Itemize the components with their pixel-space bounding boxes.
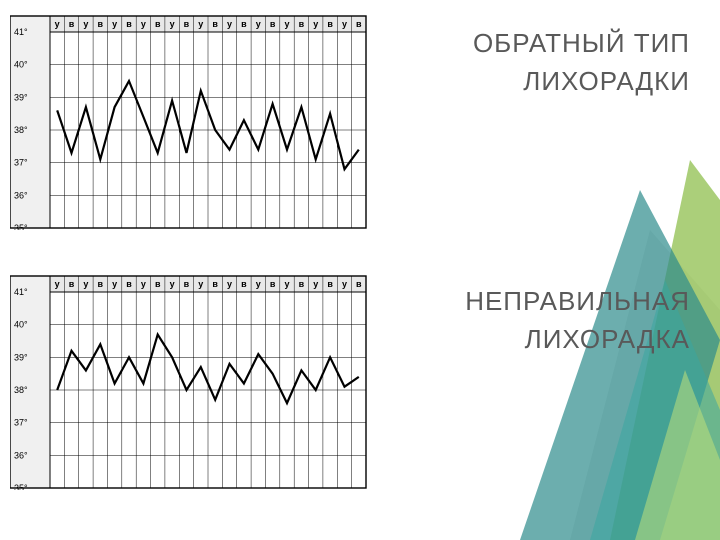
svg-text:у: у	[284, 279, 289, 289]
svg-text:у: у	[313, 279, 318, 289]
svg-text:в: в	[126, 279, 132, 289]
title-inverse-fever: ОБРАТНЫЙ ТИП ЛИХОРАДКИ	[473, 24, 690, 100]
svg-text:41°: 41°	[14, 287, 28, 297]
svg-text:у: у	[256, 279, 261, 289]
svg-text:в: в	[212, 19, 218, 29]
svg-text:40°: 40°	[14, 320, 28, 330]
svg-text:у: у	[55, 279, 60, 289]
svg-text:у: у	[313, 19, 318, 29]
svg-text:у: у	[83, 279, 88, 289]
svg-text:39°: 39°	[14, 92, 28, 102]
svg-text:38°: 38°	[14, 385, 28, 395]
svg-text:у: у	[170, 19, 175, 29]
svg-text:у: у	[141, 19, 146, 29]
svg-text:в: в	[270, 279, 276, 289]
svg-text:у: у	[112, 279, 117, 289]
svg-text:в: в	[184, 279, 190, 289]
svg-text:у: у	[256, 19, 261, 29]
svg-text:в: в	[97, 279, 103, 289]
title-line: НЕПРАВИЛЬНАЯ	[465, 282, 690, 320]
svg-text:36°: 36°	[14, 450, 28, 460]
svg-text:в: в	[327, 19, 333, 29]
svg-text:в: в	[327, 279, 333, 289]
title-line: ЛИХОРАДКИ	[473, 62, 690, 100]
svg-text:39°: 39°	[14, 352, 28, 362]
svg-text:у: у	[141, 279, 146, 289]
svg-text:в: в	[126, 19, 132, 29]
svg-text:у: у	[342, 19, 347, 29]
slide-stage: увувувувувувувувувувув41°40°39°38°37°36°…	[0, 0, 720, 540]
svg-text:41°: 41°	[14, 27, 28, 37]
svg-text:в: в	[212, 279, 218, 289]
svg-text:у: у	[284, 19, 289, 29]
svg-text:у: у	[227, 19, 232, 29]
svg-text:у: у	[198, 279, 203, 289]
svg-text:40°: 40°	[14, 60, 28, 70]
svg-text:у: у	[112, 19, 117, 29]
svg-text:у: у	[227, 279, 232, 289]
svg-text:в: в	[299, 279, 305, 289]
svg-text:в: в	[241, 279, 247, 289]
chart-irregular-fever: увувувувувувувувувувув41°40°39°38°37°36°…	[10, 270, 370, 490]
svg-text:35°: 35°	[14, 223, 28, 230]
svg-text:у: у	[83, 19, 88, 29]
svg-text:в: в	[356, 19, 362, 29]
svg-text:в: в	[356, 279, 362, 289]
title-line: ЛИХОРАДКА	[465, 320, 690, 358]
title-line: ОБРАТНЫЙ ТИП	[473, 24, 690, 62]
svg-text:у: у	[198, 19, 203, 29]
svg-text:35°: 35°	[14, 483, 28, 490]
svg-text:в: в	[155, 279, 161, 289]
svg-text:38°: 38°	[14, 125, 28, 135]
svg-text:в: в	[155, 19, 161, 29]
svg-text:37°: 37°	[14, 418, 28, 428]
svg-text:в: в	[69, 279, 75, 289]
svg-text:в: в	[97, 19, 103, 29]
svg-text:37°: 37°	[14, 158, 28, 168]
svg-text:у: у	[55, 19, 60, 29]
svg-text:у: у	[342, 279, 347, 289]
svg-text:у: у	[170, 279, 175, 289]
title-irregular-fever: НЕПРАВИЛЬНАЯ ЛИХОРАДКА	[465, 282, 690, 358]
svg-text:в: в	[270, 19, 276, 29]
svg-text:в: в	[69, 19, 75, 29]
svg-text:в: в	[241, 19, 247, 29]
svg-text:36°: 36°	[14, 190, 28, 200]
svg-text:в: в	[184, 19, 190, 29]
svg-text:в: в	[299, 19, 305, 29]
chart-inverse-fever: увувувувувувувувувувув41°40°39°38°37°36°…	[10, 10, 370, 230]
